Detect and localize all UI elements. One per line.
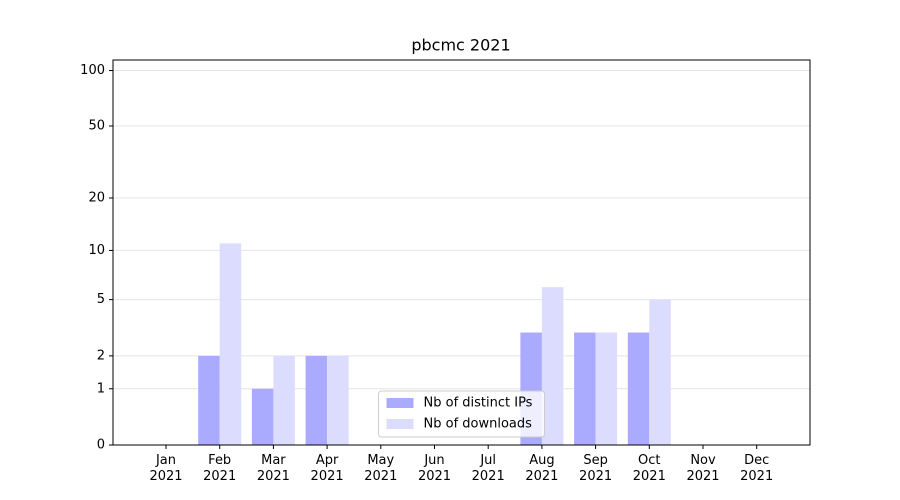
x-tick-label: Sep 2021 — [579, 453, 613, 484]
legend: Nb of distinct IPs Nb of downloads — [378, 390, 545, 438]
bar — [305, 355, 328, 445]
bar — [595, 332, 618, 445]
x-tick-label: Dec 2021 — [740, 453, 774, 484]
legend-swatch — [386, 419, 414, 429]
y-tick-label: 0 — [97, 438, 105, 453]
x-tick-label: Feb 2021 — [203, 453, 237, 484]
bar — [574, 332, 596, 445]
legend-label: Nb of distinct IPs — [424, 396, 533, 411]
bar — [198, 355, 220, 445]
x-tick-label: Aug 2021 — [525, 453, 559, 484]
legend-swatch — [386, 398, 414, 408]
x-tick-label: Nov 2021 — [686, 453, 720, 484]
bar — [327, 355, 349, 445]
x-tick-label: Jul 2021 — [471, 453, 505, 484]
legend-box — [378, 390, 545, 438]
y-tick-label: 10 — [88, 243, 105, 258]
x-tick-label: Mar 2021 — [256, 453, 290, 484]
y-tick-label: 2 — [97, 348, 105, 363]
legend-label: Nb of downloads — [424, 417, 533, 432]
bar — [273, 355, 295, 445]
plot-frame — [112, 59, 811, 446]
bar — [219, 243, 242, 445]
bar — [251, 388, 274, 445]
x-tick-label: Apr 2021 — [310, 453, 344, 484]
bar — [541, 287, 564, 445]
y-tick-label: 20 — [88, 190, 105, 205]
y-tick-label: 1 — [97, 381, 105, 396]
x-tick-label: Jan 2021 — [149, 453, 183, 484]
y-tick-label: 100 — [80, 63, 105, 78]
bar — [649, 299, 671, 445]
y-tick-label: 50 — [88, 118, 105, 133]
x-tick-label: May 2021 — [364, 453, 398, 484]
chart-title: pbcmc 2021 — [411, 36, 510, 55]
y-tick-label: 5 — [97, 292, 105, 307]
x-tick-label: Jun 2021 — [417, 453, 452, 484]
x-tick-label: Oct 2021 — [632, 453, 666, 484]
bar — [627, 332, 650, 445]
